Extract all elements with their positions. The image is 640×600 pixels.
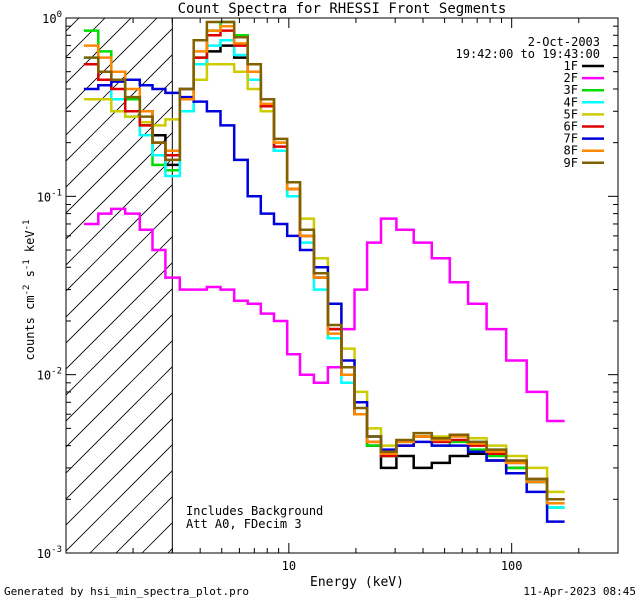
y-axis-label: counts cm-2 s-1 keV-1 [22,220,37,361]
chart-title: Count Spectra for RHESSI Front Segments [178,1,507,17]
hatch-line [66,210,173,318]
hatch-line [66,106,173,214]
hatch-line [402,0,640,553]
hatch-line [428,0,640,553]
hatch-line [480,0,640,553]
hatch-line [376,0,640,553]
series-line-8f [83,24,565,505]
hatch-line [584,0,640,553]
hatch-line [66,366,173,474]
hatch-line [66,392,173,500]
legend-label-8f: 8F [564,144,578,158]
x-tick-label: 100 [501,559,523,573]
series-line-6f [83,29,565,501]
y-tick-label: 10-3 [37,545,62,561]
annotation-attenuator: Att A0, FDecim 3 [186,517,302,531]
hatch-line [298,0,640,553]
legend-label-2f: 2F [564,71,578,85]
footer-timestamp: 11-Apr-2023 08:45 [523,585,636,598]
series-layer [83,20,565,523]
legend-label-5f: 5F [564,107,578,121]
date-label: 2-Oct-2003 [528,35,600,49]
hatch-line [66,418,173,526]
hatch-line [324,0,640,553]
hatch-line [66,444,173,552]
legend-label-3f: 3F [564,83,578,97]
hatch-line [66,18,80,32]
hatch-line [66,184,173,292]
plot-frame [65,17,619,554]
hatch-line [246,0,640,553]
hatch-line [636,0,640,553]
legend-label-6f: 6F [564,120,578,134]
time-range-label: 19:42:00 to 19:43:00 [456,47,601,61]
x-axis-label: Energy (keV) [310,575,404,590]
y-tick-label: 100 [42,10,62,26]
hatch-line [66,132,173,240]
legend-label-9f: 9F [564,156,578,170]
x-tick-label: 10 [282,559,296,573]
axis-ticks: 10 100 10-3 10-2 10-1 100 [37,10,619,573]
legend-label-1f: 1F [564,59,578,73]
hatch-line [66,18,158,110]
hatch-line [66,288,173,396]
hatch-line [66,262,173,370]
hatch-line [66,28,173,136]
y-tick-label: 10-2 [37,367,62,383]
hatch-line [350,0,640,553]
footer-generated-by: Generated by hsi_min_spectra_plot.pro [4,585,249,598]
hatch-line [66,80,173,188]
annotation-background: Includes Background [186,504,323,518]
hatch-line [610,0,640,553]
legend-label-7f: 7F [564,132,578,146]
y-tick-label: 10-1 [37,188,62,204]
series-line-9f [83,20,565,501]
legend-label-4f: 4F [564,95,578,109]
hatch-line [66,236,173,344]
series-line-2f [83,207,565,423]
